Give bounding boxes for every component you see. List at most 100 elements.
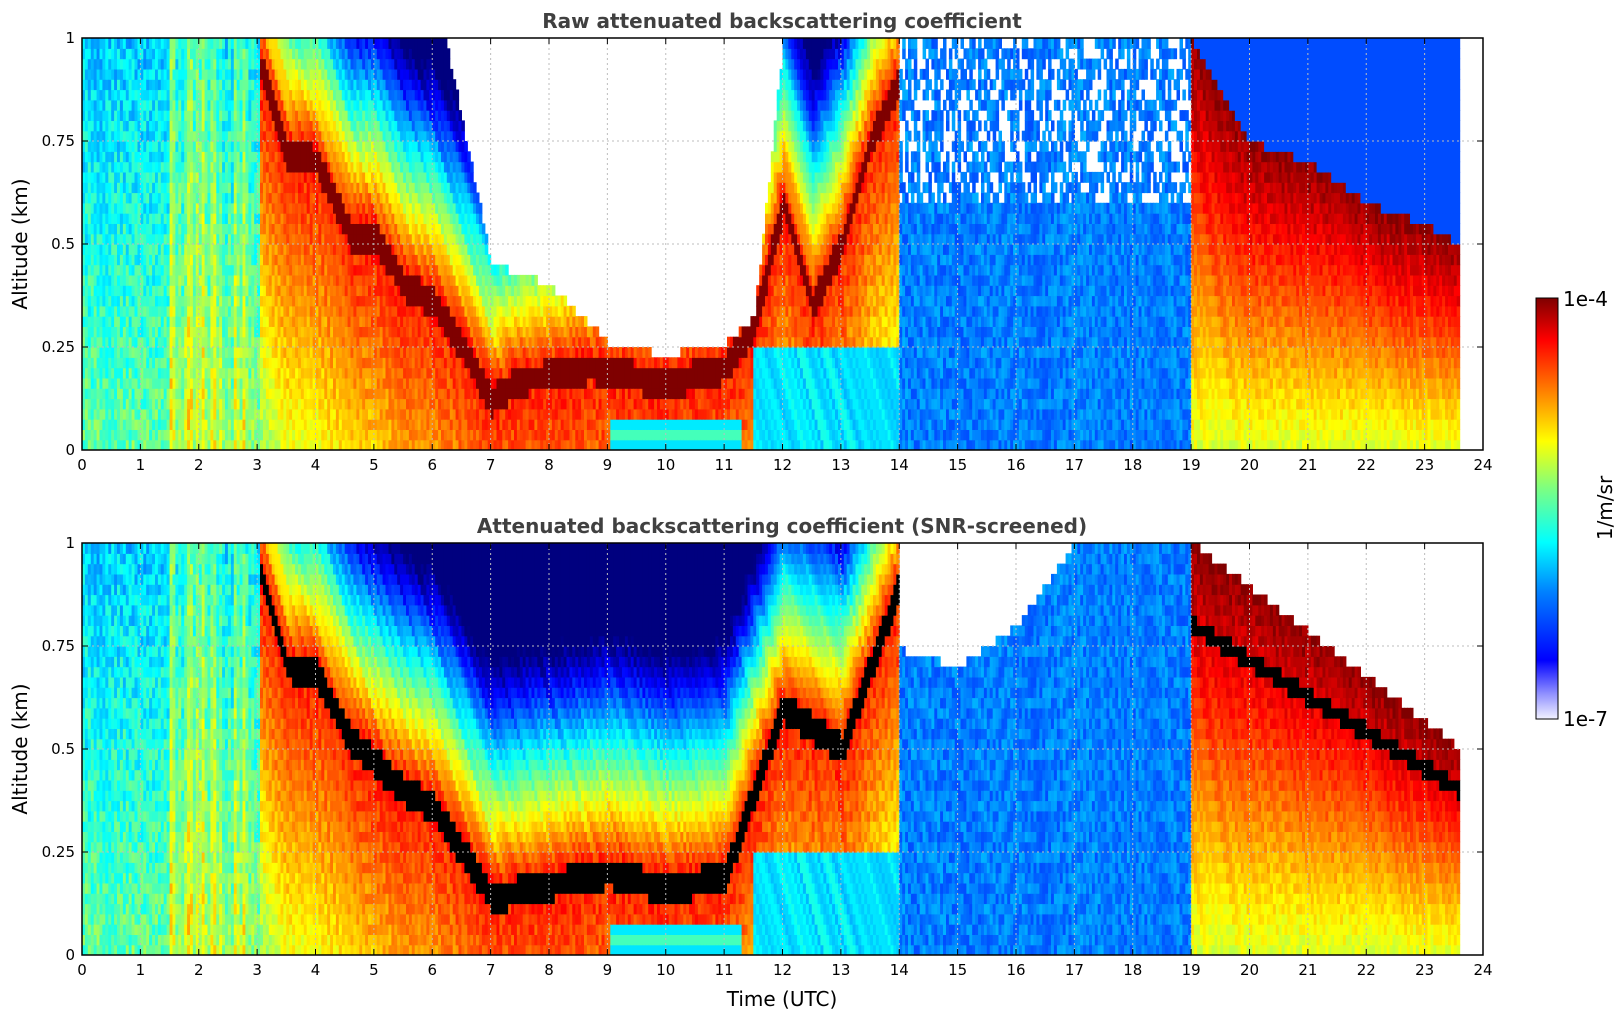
heatmap-cell: [353, 192, 357, 204]
heatmap-cell: [432, 295, 436, 307]
heatmap-cell: [233, 357, 238, 369]
heatmap-cell: [137, 38, 141, 49]
heatmap-cell: [359, 357, 363, 369]
heatmap-cell: [102, 110, 106, 121]
heatmap-cell: [265, 377, 270, 389]
heatmap-cell: [435, 48, 439, 60]
heatmap-cell: [403, 347, 407, 358]
heatmap-cell: [155, 182, 159, 194]
heatmap-cell: [298, 120, 302, 132]
heatmap-cell: [356, 151, 360, 163]
heatmap-cell: [292, 439, 296, 450]
heatmap-cell: [411, 305, 416, 317]
heatmap-cell: [163, 161, 168, 173]
heatmap-cell: [195, 58, 200, 70]
heatmap-cell: [379, 182, 384, 194]
heatmap-cell: [257, 244, 261, 255]
heatmap-cell: [403, 285, 407, 297]
heatmap-cell: [152, 192, 156, 204]
heatmap-cell: [385, 254, 389, 266]
heatmap-cell: [371, 213, 375, 224]
heatmap-cell: [184, 38, 188, 49]
heatmap-cell: [362, 439, 366, 450]
heatmap-cell: [397, 388, 401, 400]
heatmap-cell: [236, 213, 241, 224]
heatmap-cell: [368, 89, 372, 101]
heatmap-cell: [108, 264, 112, 276]
heatmap-cell: [257, 99, 261, 111]
heatmap-cell: [429, 305, 433, 317]
heatmap-cell: [277, 213, 282, 224]
heatmap-cell: [388, 305, 392, 317]
heatmap-cell: [271, 295, 276, 307]
heatmap-cell: [87, 316, 92, 327]
heatmap-cell: [222, 285, 226, 297]
heatmap-cell: [204, 367, 209, 379]
heatmap-cell: [306, 439, 311, 450]
heatmap-cell: [406, 285, 410, 297]
heatmap-cell: [359, 192, 363, 204]
heatmap-cell: [362, 336, 366, 348]
heatmap-cell: [248, 58, 252, 70]
heatmap-cell: [172, 367, 176, 379]
heatmap-cell: [403, 38, 407, 49]
heatmap-cell: [318, 110, 322, 121]
heatmap-cell: [391, 295, 395, 307]
heatmap-cell: [178, 89, 182, 101]
heatmap-cell: [298, 99, 302, 111]
heatmap-cell: [248, 408, 252, 420]
heatmap-cell: [312, 408, 317, 420]
heatmap-cell: [300, 305, 305, 317]
heatmap-cell: [426, 182, 430, 194]
heatmap-cell: [257, 110, 261, 121]
heatmap-cell: [93, 120, 98, 132]
heatmap-cell: [108, 48, 112, 60]
heatmap-cell: [271, 151, 276, 163]
heatmap-cell: [286, 38, 290, 49]
heatmap-cell: [368, 223, 372, 235]
heatmap-cell: [178, 182, 182, 194]
heatmap-cell: [114, 171, 118, 183]
heatmap-cell: [117, 254, 121, 266]
heatmap-cell: [201, 99, 206, 111]
heatmap-cell: [318, 254, 322, 266]
heatmap-cell: [233, 171, 238, 183]
heatmap-cell: [438, 58, 442, 70]
heatmap-cell: [391, 305, 395, 317]
heatmap-cell: [295, 357, 299, 369]
heatmap-cell: [242, 244, 246, 255]
heatmap-cell: [175, 171, 179, 183]
heatmap-cell: [365, 285, 369, 297]
heatmap-cell: [149, 429, 153, 441]
heatmap-cell: [219, 295, 223, 307]
heatmap-cell: [166, 120, 171, 132]
heatmap-cell: [99, 429, 103, 441]
heatmap-cell: [400, 130, 404, 142]
heatmap-cell: [204, 305, 209, 317]
heatmap-cell: [137, 68, 141, 80]
heatmap-cell: [82, 336, 86, 348]
heatmap-cell: [195, 419, 200, 430]
heatmap-cell: [347, 130, 352, 142]
heatmap-cell: [128, 192, 133, 204]
heatmap-cell: [216, 192, 220, 204]
heatmap-cell: [292, 202, 296, 214]
heatmap-cell: [306, 305, 311, 317]
heatmap-cell: [408, 120, 413, 132]
heatmap-cell: [90, 89, 95, 101]
heatmap-cell: [394, 141, 398, 152]
heatmap-cell: [192, 398, 197, 410]
heatmap-cell: [90, 38, 95, 49]
heatmap-cell: [239, 419, 244, 430]
heatmap-cell: [248, 68, 252, 80]
heatmap-cell: [169, 254, 174, 266]
heatmap-cell: [277, 274, 282, 286]
heatmap-cell: [432, 38, 436, 49]
heatmap-cell: [385, 161, 389, 173]
heatmap-cell: [134, 151, 138, 163]
heatmap-cell: [333, 110, 337, 121]
heatmap-cell: [429, 182, 433, 194]
heatmap-cell: [236, 408, 241, 420]
heatmap-cell: [376, 264, 381, 276]
heatmap-cell: [175, 141, 179, 152]
